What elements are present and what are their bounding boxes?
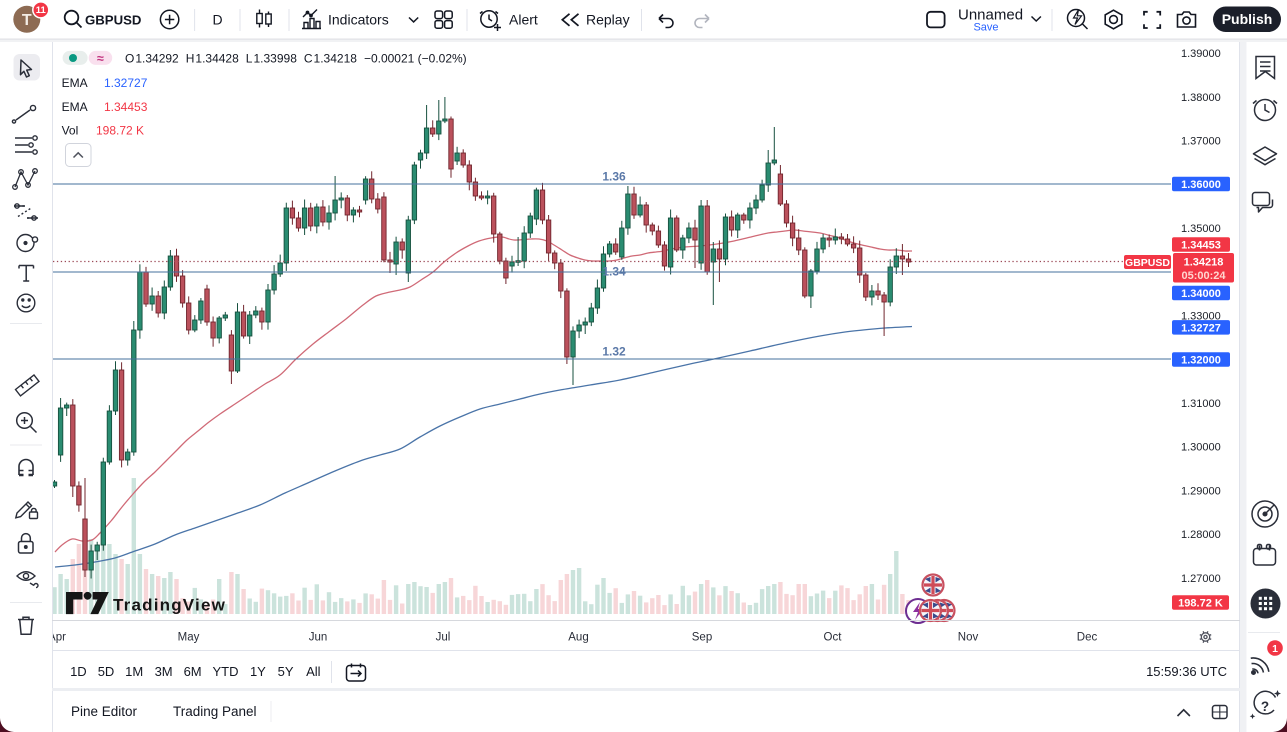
svg-text:May: May [178,632,200,644]
svg-text:1.27000: 1.27000 [1181,573,1221,585]
svg-text:Unnamed: Unnamed [958,7,1023,24]
svg-text:11: 11 [36,5,47,16]
svg-text:1.33000: 1.33000 [1181,310,1221,322]
svg-text:1.37000: 1.37000 [1181,136,1221,148]
svg-text:1.35000: 1.35000 [1181,223,1221,235]
svg-text:198.72 K: 198.72 K [96,124,144,138]
svg-text:Alert: Alert [509,12,538,28]
svg-text:D: D [212,12,222,28]
svg-text:1: 1 [1272,643,1278,655]
svg-text:1.32: 1.32 [602,345,626,359]
svg-text:1.34000: 1.34000 [1181,288,1221,300]
svg-text:Save: Save [973,22,998,34]
svg-text:15:59:36 UTC: 15:59:36 UTC [1146,664,1227,679]
svg-text:1.30000: 1.30000 [1181,442,1221,454]
svg-text:1.34: 1.34 [602,265,626,279]
svg-text:?: ? [1261,699,1269,714]
svg-text:5D: 5D [98,664,115,679]
svg-text:All: All [306,664,321,679]
svg-text:Nov: Nov [958,632,979,644]
svg-text:YTD: YTD [213,664,239,679]
svg-text:3M: 3M [155,664,173,679]
svg-text:Pine Editor: Pine Editor [71,704,138,719]
svg-text:1.39000: 1.39000 [1181,48,1221,60]
svg-text:EMA: EMA [62,76,88,90]
svg-text:Replay: Replay [586,12,630,28]
svg-text:1.34453: 1.34453 [1181,240,1221,252]
svg-text:6M: 6M [184,664,202,679]
svg-text:198.72 K: 198.72 K [1178,598,1223,610]
svg-text:EMA: EMA [62,100,88,114]
svg-text:TradingView: TradingView [113,596,226,615]
svg-text:5Y: 5Y [278,664,294,679]
svg-text:05:00:24: 05:00:24 [1181,270,1226,282]
svg-text:Jun: Jun [309,632,328,644]
svg-text:Indicators: Indicators [328,12,389,28]
svg-text:Publish: Publish [1222,11,1273,27]
svg-text:1.31000: 1.31000 [1181,398,1221,410]
svg-text:1.38000: 1.38000 [1181,92,1221,104]
svg-text:Dec: Dec [1077,632,1098,644]
svg-text:≈: ≈ [97,51,104,65]
svg-text:1.36: 1.36 [602,170,626,184]
svg-text:1.28000: 1.28000 [1181,529,1221,541]
svg-text:Vol: Vol [62,124,79,138]
svg-text:Trading Panel: Trading Panel [173,704,257,719]
svg-text:Aug: Aug [568,632,588,644]
svg-text:Jul: Jul [436,632,451,644]
svg-text:Sep: Sep [692,632,712,644]
svg-text:1.29000: 1.29000 [1181,485,1221,497]
svg-text:1D: 1D [70,664,87,679]
svg-text:1Y: 1Y [250,664,266,679]
svg-text:Oct: Oct [824,632,843,644]
svg-text:GBPUSD: GBPUSD [1125,257,1170,269]
svg-text:1.32000: 1.32000 [1181,355,1221,367]
svg-text:T: T [22,12,32,29]
svg-text:GBPUSD: GBPUSD [85,13,141,28]
svg-text:1.34218: 1.34218 [1184,257,1224,269]
svg-text:1.32727: 1.32727 [1181,322,1221,334]
svg-text:1M: 1M [125,664,143,679]
svg-text:1.36000: 1.36000 [1181,179,1221,191]
svg-text:1.32727: 1.32727 [104,76,148,90]
svg-text:1.34453: 1.34453 [104,100,148,114]
